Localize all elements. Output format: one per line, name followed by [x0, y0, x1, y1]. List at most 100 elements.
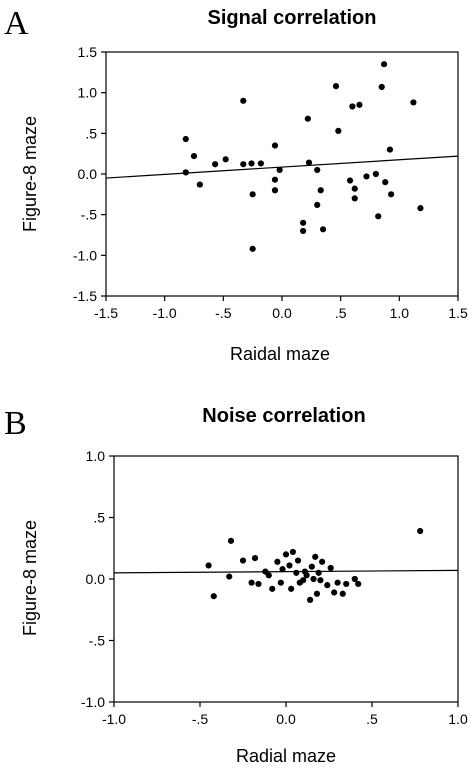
noise-data-point	[279, 566, 286, 573]
noise-data-point	[334, 579, 341, 586]
points-signal	[182, 61, 424, 252]
noise-data-point	[317, 577, 324, 584]
chart-title-signal: Signal correlation	[208, 7, 377, 29]
y-axis-label-noise: Figure-8 maze	[20, 520, 40, 636]
signal-data-point	[271, 176, 279, 183]
fit-line-signal	[105, 155, 459, 179]
signal-data-point	[386, 146, 394, 153]
signal-data-point	[380, 61, 388, 68]
noise-data-point	[312, 553, 319, 560]
noise-x-tick-label: -.5	[192, 711, 209, 727]
noise-data-point	[289, 548, 296, 556]
noise-data-point	[315, 569, 322, 576]
panel-letter-b: B	[4, 405, 27, 442]
signal-data-point	[349, 103, 356, 110]
signal-y-tick-label: -1.0	[73, 247, 97, 263]
noise-data-point	[355, 580, 362, 588]
signal-data-point	[388, 191, 395, 198]
signal-data-point	[240, 97, 247, 104]
noise-regression-line	[113, 569, 459, 574]
noise-data-point	[306, 596, 314, 604]
noise-data-point	[327, 564, 334, 572]
noise-data-point	[274, 558, 281, 565]
signal-data-point	[410, 99, 417, 106]
signal-data-point	[317, 187, 324, 194]
noise-data-point	[226, 573, 233, 580]
ticks-noise: -1.0 -.5 0.0 .5 1.0 1.0 .5 0.0 -.5 -1.0	[81, 448, 468, 727]
signal-x-tick-label: -.5	[215, 305, 232, 321]
noise-y-tick-label: 0.0	[86, 571, 106, 587]
noise-data-point	[205, 562, 212, 569]
signal-x-tick-label: .5	[335, 305, 347, 321]
plot-frame-noise	[113, 455, 459, 703]
panel-a: A Signal correlation Figure-8 maze Raida…	[4, 5, 468, 364]
signal-data-point	[249, 245, 256, 252]
signal-data-point	[346, 177, 354, 184]
signal-x-tick-label: -1.5	[94, 305, 118, 321]
signal-data-point	[300, 227, 307, 235]
noise-data-point	[248, 579, 255, 586]
noise-data-point	[351, 575, 358, 583]
signal-data-point	[257, 160, 264, 167]
panel-letter-a: A	[4, 5, 29, 42]
signal-y-tick-label: -1.5	[73, 288, 97, 304]
x-axis-label-noise: Radial maze	[236, 746, 336, 766]
noise-data-point	[319, 558, 326, 565]
signal-data-point	[212, 161, 219, 168]
noise-data-point	[294, 557, 302, 564]
chart-title-noise: Noise correlation	[202, 405, 365, 427]
signal-data-point	[190, 153, 198, 160]
noise-data-point	[300, 577, 307, 584]
noise-data-point	[331, 589, 338, 596]
signal-data-point	[276, 166, 283, 174]
noise-data-point	[324, 582, 331, 589]
noise-y-tick-label: 1.0	[86, 448, 106, 464]
noise-data-point	[269, 585, 276, 592]
signal-data-point	[304, 115, 311, 122]
signal-data-point	[378, 83, 385, 91]
noise-data-point	[303, 572, 310, 579]
signal-data-point	[375, 213, 382, 220]
signal-x-tick-label: 1.5	[448, 305, 468, 321]
signal-data-point	[196, 181, 203, 188]
signal-data-point	[314, 201, 321, 209]
noise-y-tick-label: -1.0	[81, 694, 105, 710]
noise-data-point	[286, 562, 293, 569]
signal-y-tick-label: 1.0	[78, 85, 98, 101]
signal-data-point	[332, 83, 340, 90]
signal-data-point	[319, 226, 327, 233]
noise-data-point	[313, 590, 321, 597]
noise-x-tick-label: 0.0	[276, 711, 296, 727]
noise-data-point	[282, 551, 290, 558]
signal-data-point	[182, 135, 189, 143]
ticks-signal: -1.5 -1.0 -.5 0.0 .5 1.0 1.5 1.5 1.0 .5 0.0 -.5 -1.0…	[73, 44, 468, 321]
noise-data-point	[265, 572, 272, 579]
signal-data-point	[351, 185, 358, 192]
signal-data-point	[351, 195, 358, 202]
noise-data-point	[293, 569, 300, 576]
noise-data-point	[227, 537, 235, 544]
signal-x-tick-label: -1.0	[153, 305, 177, 321]
signal-y-tick-label: .5	[85, 125, 97, 141]
noise-y-tick-label: -.5	[89, 633, 106, 649]
plot-frame-signal	[105, 51, 459, 297]
signal-y-tick-label: 0.0	[78, 166, 98, 182]
noise-x-tick-label: 1.0	[448, 711, 468, 727]
noise-y-tick-label: .5	[93, 510, 105, 526]
fit-line-noise	[113, 569, 459, 574]
signal-data-point	[182, 169, 189, 176]
points-noise	[205, 527, 424, 604]
noise-data-point	[251, 554, 259, 562]
signal-data-point	[222, 156, 229, 163]
signal-data-point	[249, 191, 256, 198]
noise-x-tick-label: .5	[366, 711, 378, 727]
noise-data-point	[255, 580, 262, 588]
signal-y-tick-label: 1.5	[78, 44, 98, 60]
y-axis-label-signal: Figure-8 maze	[20, 116, 40, 232]
signal-data-point	[417, 205, 424, 212]
signal-data-point	[335, 127, 342, 134]
signal-data-point	[382, 179, 389, 186]
signal-x-tick-label: 0.0	[272, 305, 292, 321]
signal-y-tick-label: -.5	[81, 207, 98, 223]
